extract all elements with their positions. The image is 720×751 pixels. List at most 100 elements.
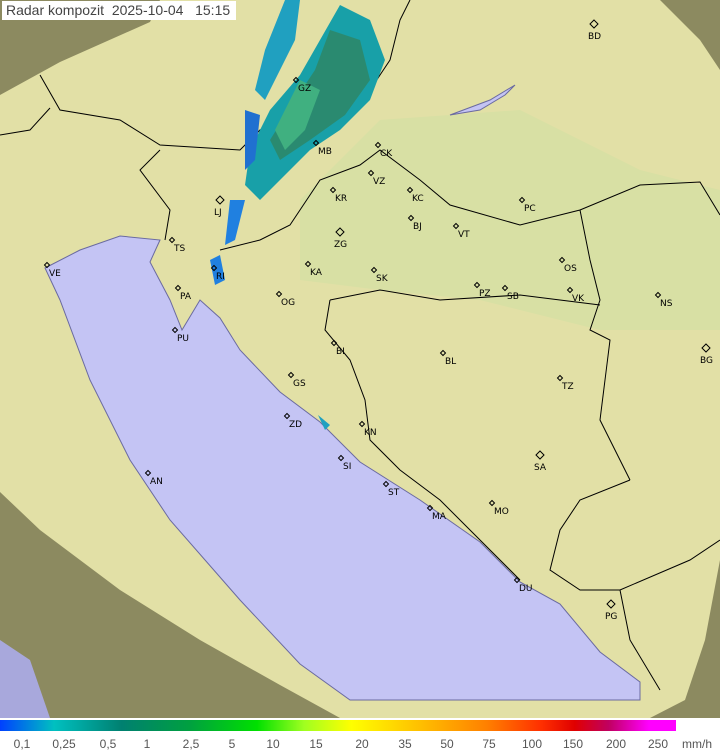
- city-label: GS: [293, 379, 306, 389]
- city-marker-icon: [144, 469, 152, 477]
- city-marker-icon: [335, 227, 345, 237]
- city-label: VZ: [373, 177, 385, 187]
- city-label: CK: [380, 149, 393, 159]
- city-marker-icon: [370, 266, 378, 274]
- city-label: PZ: [479, 289, 491, 299]
- legend-label: 10: [266, 737, 280, 751]
- city-label: BJ: [413, 222, 422, 232]
- legend-label: 0,25: [52, 737, 76, 751]
- city-markers: GZ MB CK VZ KR KC PC LJ ZG BJ VT TS VE RI KA SK OS PA OG PZ…: [43, 19, 713, 622]
- legend-label: 200: [605, 737, 627, 751]
- city-marker-icon: [426, 504, 434, 512]
- legend-label: 250: [647, 737, 669, 751]
- radar-map[interactable]: GZ MB CK VZ KR KC PC LJ ZG BJ VT TS VE RI KA SK OS PA OG PZ…: [0, 0, 720, 718]
- city-label: MA: [432, 512, 447, 522]
- city-label: PG: [605, 612, 617, 622]
- city-label: BD: [588, 32, 601, 42]
- city-marker-icon: [337, 454, 345, 462]
- adriatic-sea: [44, 235, 641, 701]
- city-label: TS: [173, 244, 185, 254]
- city-marker-icon: [589, 19, 599, 29]
- city-label: KA: [310, 268, 323, 278]
- city-label: PA: [180, 292, 192, 302]
- city-marker-icon: [367, 169, 375, 177]
- legend-label: 150: [562, 737, 584, 751]
- city-marker-icon: [287, 371, 295, 379]
- city-marker-icon: [292, 76, 300, 84]
- city-marker-icon: [283, 412, 291, 420]
- city-marker-icon: [304, 260, 312, 268]
- city-label: SB: [507, 292, 519, 302]
- city-marker-icon: [43, 261, 51, 269]
- city-label: DU: [519, 584, 533, 594]
- precipitation-echoes: [210, 0, 385, 430]
- legend-label: 0,5: [99, 737, 117, 751]
- city-marker-icon: [701, 343, 711, 353]
- city-marker-icon: [556, 374, 564, 382]
- city-label: RI: [216, 272, 225, 282]
- city-label: BG: [700, 356, 713, 366]
- legend-color-bar: [0, 720, 676, 731]
- lake-balaton: [449, 84, 516, 116]
- city-label: VT: [458, 230, 470, 240]
- legend-label: 15: [309, 737, 323, 751]
- city-label: TZ: [561, 382, 574, 392]
- tyrrhenian-sea: [0, 640, 50, 718]
- city-label: OS: [564, 264, 577, 274]
- city-label: NS: [660, 299, 673, 309]
- legend-label: 100: [521, 737, 543, 751]
- city-label: MO: [494, 507, 509, 517]
- city-label: PU: [177, 334, 189, 344]
- city-label: KR: [335, 194, 347, 204]
- city-marker-icon: [535, 450, 545, 460]
- city-label: ZD: [289, 420, 302, 430]
- city-marker-icon: [374, 141, 382, 149]
- legend-label: 20: [355, 737, 369, 751]
- city-label: SK: [376, 274, 389, 284]
- city-label: VK: [572, 294, 585, 304]
- city-marker-icon: [452, 222, 460, 230]
- city-label: LJ: [214, 208, 222, 218]
- city-marker-icon: [654, 291, 662, 299]
- city-label: ZG: [334, 240, 347, 250]
- legend-label: 75: [482, 737, 496, 751]
- city-label: SA: [534, 463, 547, 473]
- city-label: PC: [524, 204, 536, 214]
- city-marker-icon: [168, 236, 176, 244]
- city-label: BI: [336, 347, 345, 357]
- city-marker-icon: [210, 264, 218, 272]
- city-label: KN: [364, 428, 377, 438]
- city-marker-icon: [407, 214, 415, 222]
- legend-unit: mm/h: [682, 737, 712, 751]
- city-marker-icon: [330, 339, 338, 347]
- city-label: ST: [388, 488, 400, 498]
- legend-label: 35: [398, 737, 412, 751]
- city-label: GZ: [298, 84, 311, 94]
- city-label: BL: [445, 357, 456, 367]
- city-marker-icon: [488, 499, 496, 507]
- city-label: AN: [150, 477, 163, 487]
- city-marker-icon: [174, 284, 182, 292]
- city-label: VE: [49, 269, 61, 279]
- legend-label: 5: [228, 737, 236, 751]
- city-label: OG: [281, 298, 295, 308]
- city-marker-icon: [215, 195, 225, 205]
- city-marker-icon: [513, 576, 521, 584]
- city-marker-icon: [329, 186, 337, 194]
- legend-label: 0,1: [13, 737, 31, 751]
- city-label: MB: [318, 147, 332, 157]
- precipitation-legend: 0,1 0,25 0,5 1 2,5 5 10 15 20 35 50 75 100 150 200 250 …: [0, 718, 720, 751]
- map-title: Radar kompozit 2025-10-04 15:15: [2, 1, 237, 20]
- city-marker-icon: [566, 286, 574, 294]
- legend-label: 2,5: [182, 737, 200, 751]
- city-label: SI: [343, 462, 351, 472]
- land-lowland: [300, 110, 720, 330]
- city-marker-icon: [473, 281, 481, 289]
- city-marker-icon: [406, 186, 414, 194]
- city-marker-icon: [558, 256, 566, 264]
- city-marker-icon: [382, 480, 390, 488]
- city-marker-icon: [171, 326, 179, 334]
- city-marker-icon: [358, 420, 366, 428]
- city-label: KC: [412, 194, 424, 204]
